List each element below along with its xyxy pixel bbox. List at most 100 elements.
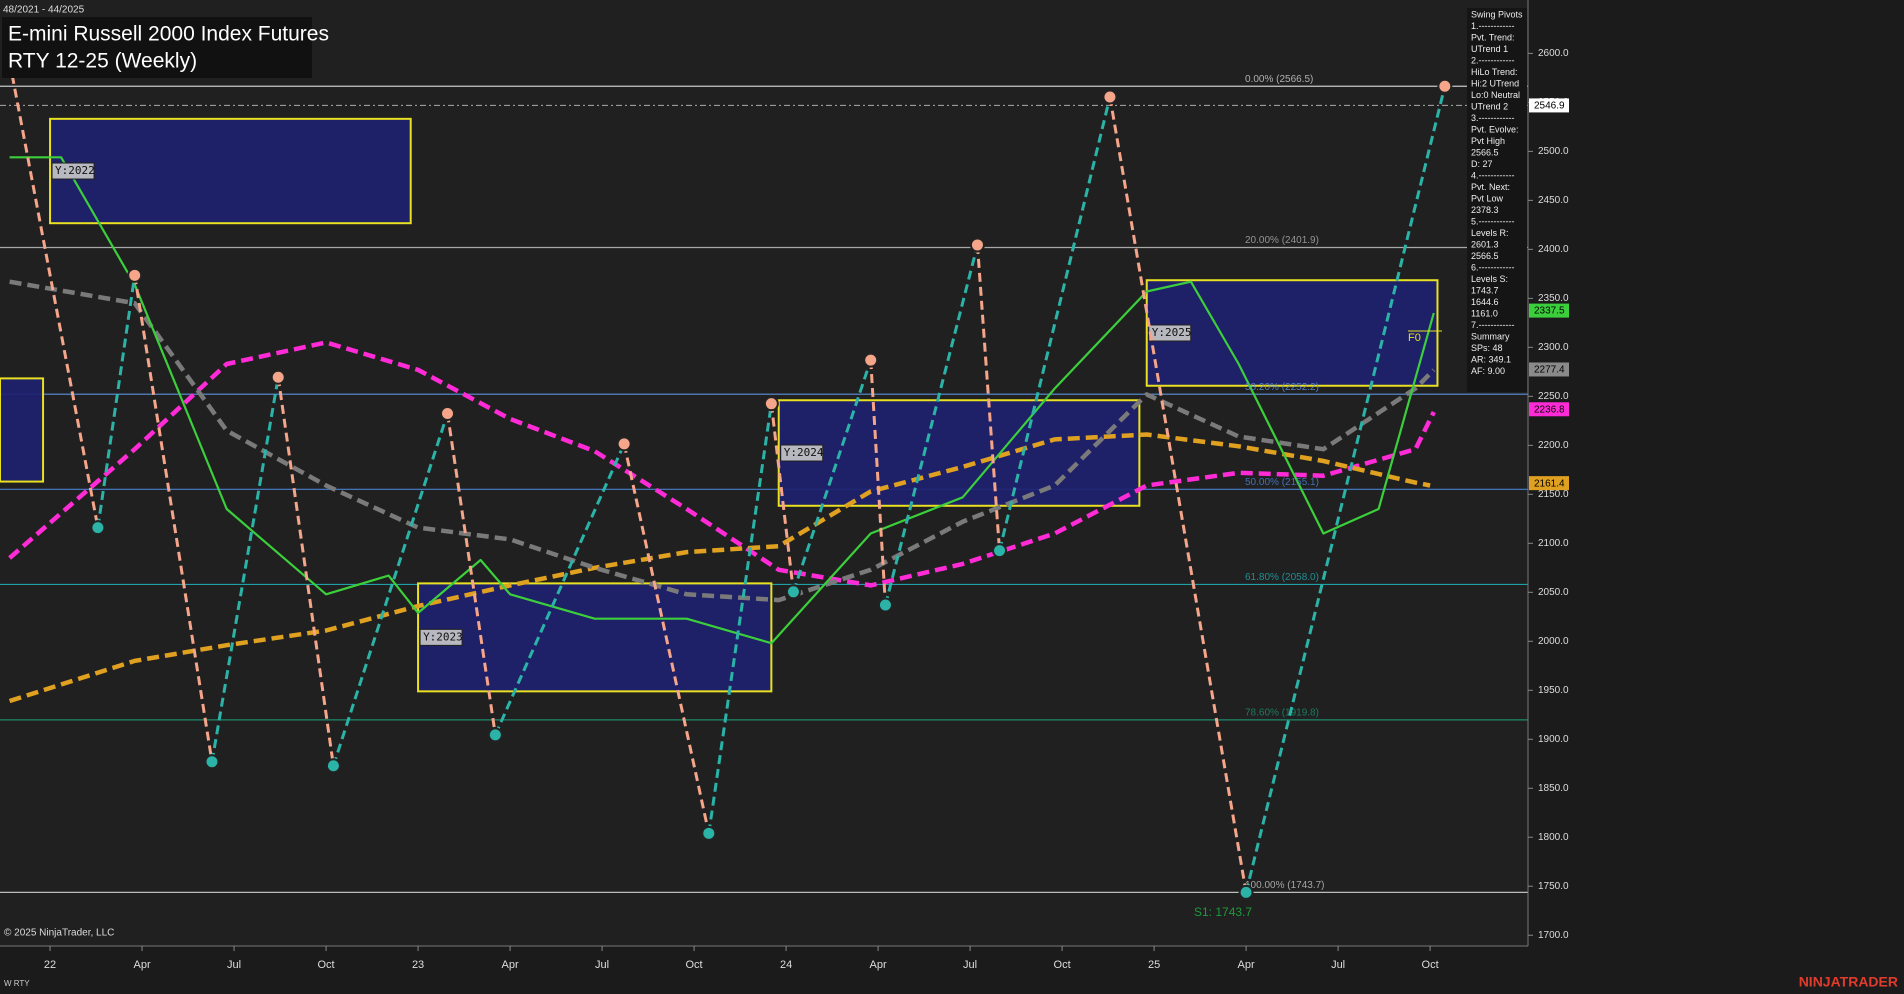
y-tick-label: 2250.0 [1538, 391, 1569, 402]
fib-label: 61.80% (2058.0) [1245, 572, 1319, 583]
info-line: Pvt. Trend: [1471, 32, 1515, 42]
price-marker [1529, 303, 1569, 318]
info-line: Summary [1471, 331, 1510, 341]
pivot-up-leg [96, 275, 137, 528]
fib-label: 100.00% (1743.7) [1245, 880, 1325, 891]
pivot-low [701, 825, 717, 841]
info-line: 1161.0 [1471, 308, 1498, 318]
x-tick-label: Oct [1054, 959, 1071, 971]
pivot-low [90, 520, 106, 536]
pivot-high [127, 267, 143, 283]
x-tick-label: Oct [686, 959, 703, 971]
pivot-high [270, 369, 286, 385]
moving-average [8, 340, 1436, 588]
fib-label: 20.00% (2401.9) [1245, 235, 1319, 246]
info-line: Hi:2 UTrend [1471, 78, 1519, 88]
info-line: UTrend 1 [1471, 44, 1508, 54]
info-line: 7.------------ [1471, 320, 1514, 330]
info-line: HiLo Trend: [1471, 67, 1518, 77]
info-line: Swing Pivots [1471, 9, 1523, 19]
info-line: SPs: 48 [1471, 343, 1503, 353]
y-tick-label: 2000.0 [1538, 636, 1569, 647]
pivot-up-leg [883, 244, 979, 606]
y-tick-label: 2150.0 [1538, 489, 1569, 500]
info-panel [1467, 8, 1527, 392]
year-box [417, 582, 773, 693]
brand: NINJATRADER [1799, 974, 1898, 990]
pivot-low [785, 584, 801, 600]
pivot-up-leg [331, 413, 449, 767]
pivot-high [440, 405, 456, 421]
year-box [0, 377, 45, 483]
pivot-down-leg [622, 443, 711, 834]
price-marker [1529, 402, 1569, 417]
y-tick-label: 2300.0 [1538, 342, 1569, 353]
pivot-down-leg [1108, 96, 1248, 893]
pivot-high [863, 352, 879, 368]
pivot-down-leg [975, 244, 1002, 551]
axis-background [1528, 0, 1904, 994]
y-tick-label: 2450.0 [1538, 195, 1569, 206]
x-tick-label: 24 [780, 959, 792, 971]
f-label: F0 [1408, 332, 1421, 344]
pivot-low [204, 754, 220, 770]
y-tick-label: 2350.0 [1538, 293, 1569, 304]
pivot-high [1437, 78, 1453, 94]
info-line: 1.------------ [1471, 21, 1514, 31]
pivot-up-leg [792, 359, 873, 593]
info-line: 6.------------ [1471, 262, 1514, 272]
pivot-high [763, 396, 779, 412]
fib-label: 50.00% (2155.1) [1245, 477, 1319, 488]
info-line: Pvt High [1471, 136, 1505, 146]
pivot-low [325, 758, 341, 774]
pivot-up-leg [998, 96, 1112, 552]
pivot-up-leg [1244, 85, 1447, 893]
pivot-up-leg [707, 403, 773, 834]
info-line: 2566.5 [1471, 251, 1499, 261]
pivot-low [1238, 884, 1254, 900]
x-tick-label: Jul [595, 959, 609, 971]
year-label: Y:2025 [1152, 326, 1192, 339]
pivot-low [877, 597, 893, 613]
y-tick-label: 2200.0 [1538, 440, 1569, 451]
price-marker-label: 2236.8 [1534, 404, 1565, 415]
front-layer: 0.00% (2566.5) 20.00% (2401.9) 38.20% (225… [2, 53, 1453, 900]
pivot-down-leg [769, 403, 795, 592]
pivot-down-leg [133, 275, 214, 763]
info-line: Pvt. Next: [1471, 182, 1510, 192]
year-label-bg [780, 444, 824, 462]
x-tick-label: Jul [1331, 959, 1345, 971]
y-tick-label: 2600.0 [1538, 48, 1569, 59]
year-box [49, 117, 412, 225]
x-tick-label: 22 [44, 959, 56, 971]
info-line: Pvt Low [1471, 193, 1504, 203]
pivot-down-leg [276, 377, 335, 766]
pivot-high [1102, 89, 1118, 105]
info-line: 2566.5 [1471, 147, 1499, 157]
pivot-up-leg [210, 376, 280, 763]
info-line: 1644.6 [1471, 297, 1499, 307]
year-label: Y:2022 [55, 164, 95, 177]
year-label: Y:2023 [423, 630, 463, 643]
x-tick-label: 25 [1148, 959, 1160, 971]
date-range: 48/2021 - 44/2025 [3, 5, 85, 16]
moving-average [9, 279, 1436, 603]
y-tick-label: 1750.0 [1538, 881, 1569, 892]
y-tick-label: 2050.0 [1538, 587, 1569, 598]
info-line: D: 27 [1471, 159, 1493, 169]
x-tick-label: Apr [502, 959, 519, 971]
pivot-low [992, 543, 1008, 559]
info-line: UTrend 2 [1471, 101, 1508, 111]
y-tick-label: 1950.0 [1538, 685, 1569, 696]
info-line: 4.------------ [1471, 170, 1514, 180]
price-marker-label: 2337.5 [1534, 306, 1565, 317]
fib-label: 0.00% (2566.5) [1245, 74, 1313, 85]
y-tick-label: 1800.0 [1538, 832, 1569, 843]
x-tick-label: Jul [227, 959, 241, 971]
info-line: 1743.7 [1471, 285, 1499, 295]
info-line: 2.------------ [1471, 55, 1514, 65]
chart-title: E-mini Russell 2000 Index Futures [8, 23, 329, 46]
fib-label: 38.20% (2252.2) [1245, 382, 1319, 393]
year-label-bg [51, 162, 95, 180]
